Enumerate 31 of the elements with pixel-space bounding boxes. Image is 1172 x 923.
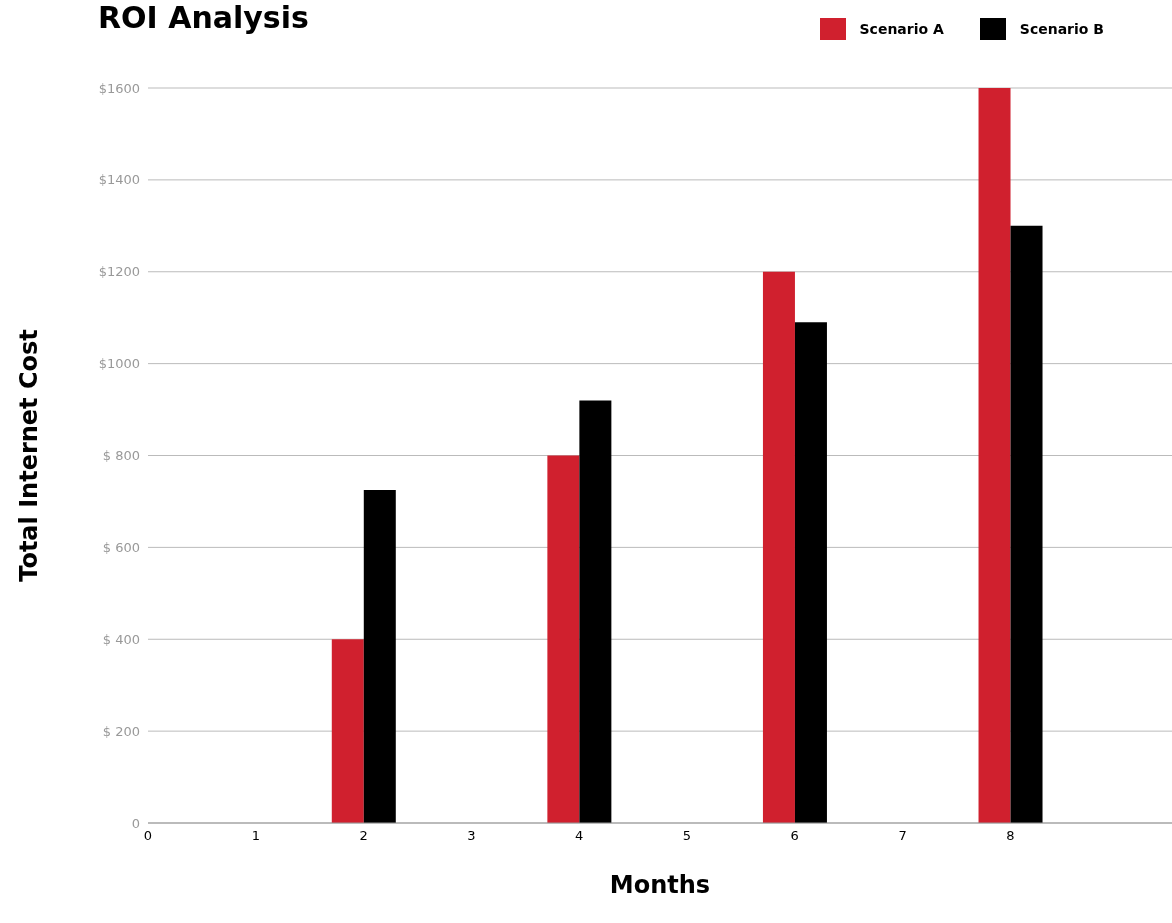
y-tick-label: $ 400	[102, 631, 140, 647]
x-tick-label: 2	[359, 828, 368, 844]
y-tick-label: $ 200	[102, 723, 140, 739]
bar	[762, 271, 795, 823]
x-axis-title: Months	[609, 871, 711, 899]
y-tick-label: $1000	[98, 356, 140, 372]
x-tick-label: 4	[575, 828, 584, 844]
legend-label: Scenario A	[859, 21, 944, 37]
y-tick-label: $ 800	[102, 448, 140, 464]
bar	[331, 639, 364, 823]
x-tick-label: 6	[790, 828, 799, 844]
y-tick-label: $1400	[98, 172, 140, 188]
bar	[579, 400, 612, 823]
x-tick-label: 7	[898, 828, 907, 844]
chart-title: ROI Analysis	[98, 0, 309, 35]
x-tick-label: 1	[251, 828, 260, 844]
bar	[978, 88, 1011, 823]
bar	[1010, 225, 1043, 823]
y-axis-title: Total Internet Cost	[14, 329, 43, 582]
bar	[363, 489, 396, 823]
y-tick-label: $1200	[98, 264, 140, 280]
x-tick-label: 8	[1006, 828, 1015, 844]
x-tick-label: 3	[467, 828, 476, 844]
bar	[794, 322, 827, 823]
y-tick-label: $1600	[98, 80, 140, 96]
x-tick-label: 0	[143, 828, 153, 844]
legend-label: Scenario B	[1019, 21, 1104, 37]
x-tick-label: 5	[682, 828, 692, 844]
y-tick-label: $ 600	[102, 539, 140, 555]
y-tick-label: 0	[131, 815, 140, 831]
bar	[547, 455, 580, 823]
